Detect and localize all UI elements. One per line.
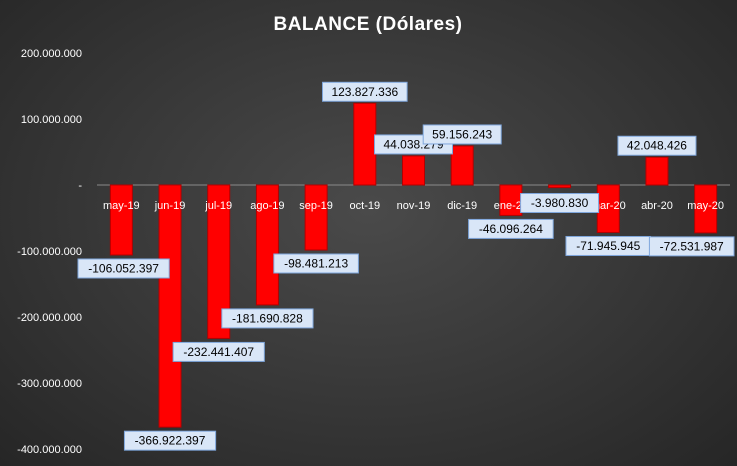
data-label-box: [77, 258, 170, 279]
x-tick-label: oct-19: [350, 200, 381, 212]
x-tick-labels: may-19 jun-19 jul-19 ago-19 sep-19 oct-19 nov-…: [103, 200, 724, 212]
data-label-text: -3.980.830: [531, 196, 589, 210]
data-label-text: -71.945.945: [576, 239, 640, 253]
axis-layer: 200.000.000 100.000.000 - -100.000.000 -200.…: [17, 48, 730, 456]
y-tick-label: -200.000.000: [17, 312, 82, 324]
data-label-box: [617, 135, 697, 156]
bar: [158, 184, 182, 428]
y-tick-label: 100.000.000: [21, 114, 82, 126]
data-label-box: [123, 430, 217, 451]
x-tick-label: jun-19: [154, 200, 186, 212]
data-label-text: -46.096.264: [479, 222, 543, 236]
x-tick-label: sep-19: [299, 200, 333, 212]
data-label: -106.052.397: [77, 258, 170, 279]
bar: [450, 145, 474, 186]
data-label-box: [520, 193, 600, 213]
y-tick-label: 200.000.000: [21, 48, 82, 60]
data-label-box: [648, 236, 735, 257]
data-label-box: [468, 218, 554, 239]
data-label-box: [422, 124, 502, 145]
y-tick-label: -300.000.000: [17, 378, 82, 390]
x-tick-label: mar-20: [591, 200, 626, 212]
bar: [109, 184, 133, 256]
data-label-text: -72.531.987: [660, 239, 724, 253]
x-tick-label: abr-20: [641, 200, 673, 212]
data-label: 59.156.243: [422, 124, 502, 145]
x-tick-label: dic-19: [447, 200, 477, 212]
x-tick-label: ene-20: [494, 200, 528, 212]
x-tick-label: jul-19: [204, 200, 232, 212]
data-labels: -106.052.397 -366.922.397 -232.441.407 -181…: [77, 81, 735, 451]
x-tick-label: ago-19: [250, 200, 284, 212]
data-label-box: [221, 308, 314, 329]
data-label-box: [273, 253, 359, 274]
data-label-text: -232.441.407: [183, 345, 254, 359]
bar: [255, 184, 279, 306]
bar: [207, 184, 231, 339]
data-label-text: -366.922.397: [135, 434, 206, 448]
data-label: -232.441.407: [172, 341, 265, 362]
data-label-box: [172, 341, 265, 362]
data-label: -46.096.264: [468, 218, 554, 239]
data-label-text: -98.481.213: [284, 256, 348, 270]
data-label-text: 123.827.336: [331, 85, 398, 99]
bar: [353, 102, 377, 186]
data-label-text: -106.052.397: [88, 261, 159, 275]
bar: [402, 155, 425, 186]
data-label: -98.481.213: [273, 253, 359, 274]
x-tick-label: nov-19: [397, 200, 431, 212]
data-label: 123.827.336: [322, 81, 408, 102]
bar: [645, 156, 669, 186]
bar: [304, 184, 328, 251]
data-label-text: 59.156.243: [432, 127, 492, 141]
data-label: -3.980.830: [520, 193, 600, 213]
y-tick-label: -: [78, 180, 82, 192]
data-label-text: 42.048.426: [627, 139, 687, 153]
x-tick-label: may-19: [103, 200, 140, 212]
data-label: 42.048.426: [617, 135, 697, 156]
chart-title: BALANCE (Dólares): [273, 14, 462, 35]
data-label: -366.922.397: [123, 430, 217, 451]
bar: [694, 184, 718, 234]
data-label: -71.945.945: [565, 235, 652, 256]
bar: [548, 184, 572, 189]
bars-layer: [109, 102, 718, 428]
y-tick-label: -100.000.000: [17, 246, 82, 258]
data-label: -181.690.828: [221, 308, 314, 329]
data-label-box: [322, 81, 408, 102]
data-label: -72.531.987: [648, 236, 735, 257]
data-label-text: -181.690.828: [232, 311, 303, 325]
y-tick-label: -400.000.000: [17, 444, 82, 456]
x-tick-label: may-20: [687, 200, 724, 212]
